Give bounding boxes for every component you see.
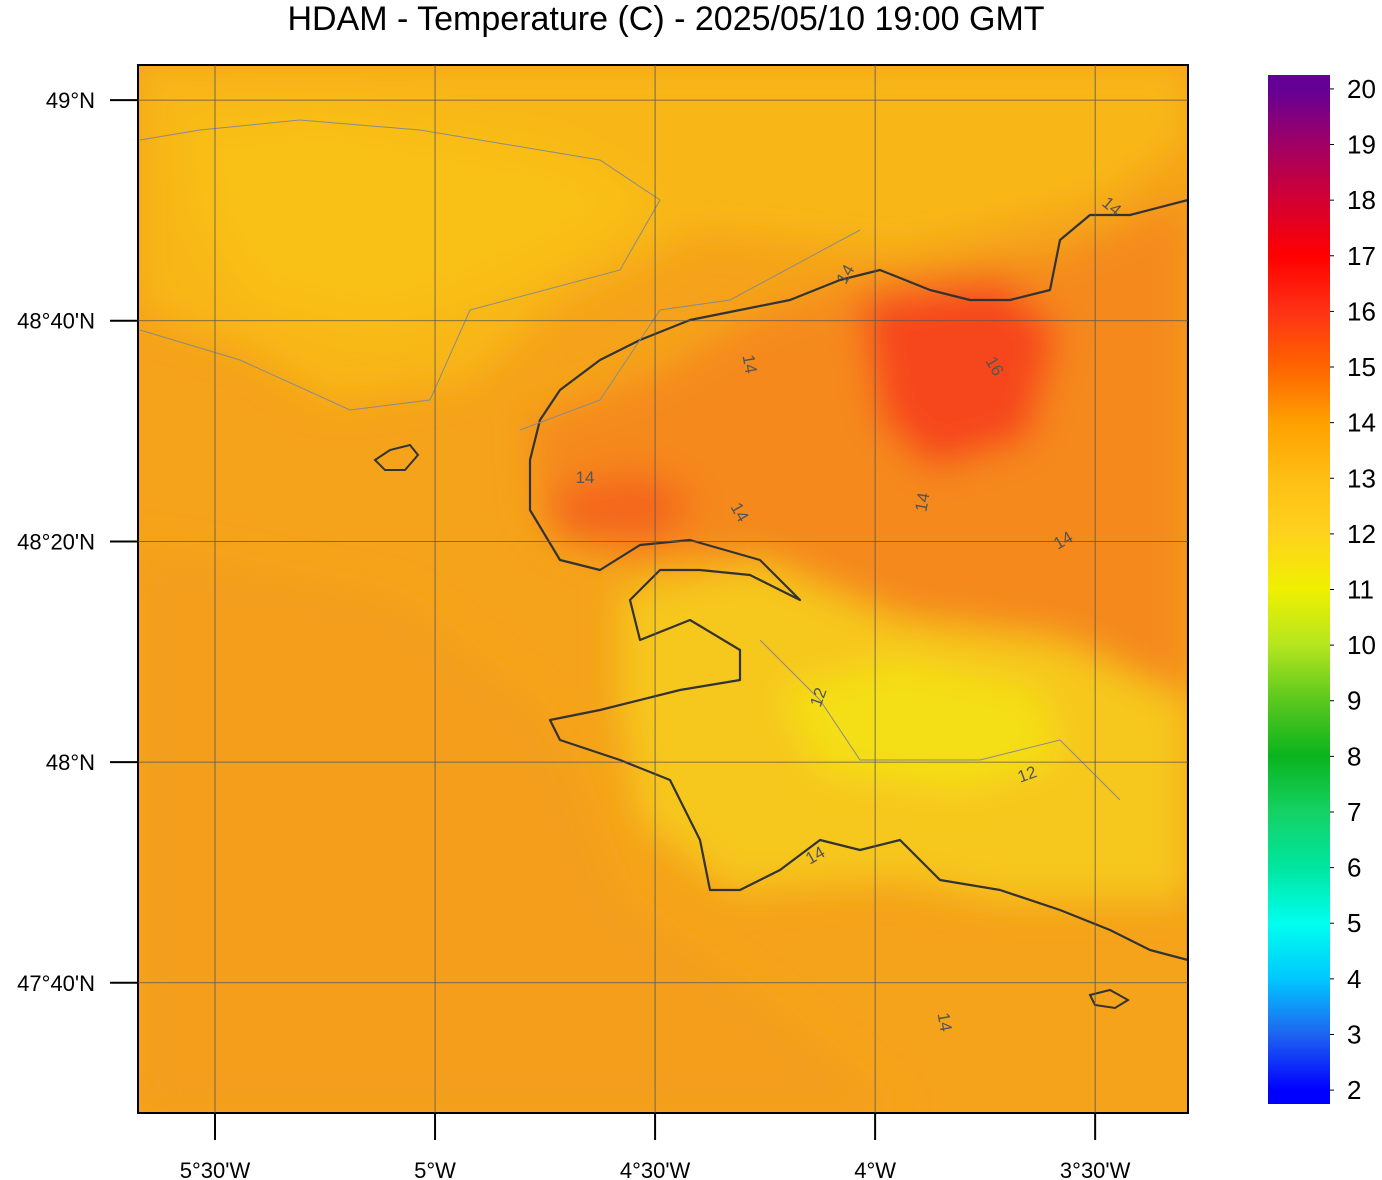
colorbar-tick-label: 11	[1347, 575, 1374, 605]
y-tick-label: 49°N	[46, 88, 95, 113]
temperature-field	[138, 65, 1188, 1113]
colorbar-tick-label: 15	[1347, 352, 1376, 382]
island	[1088, 988, 1130, 1010]
colorbar-tick-label: 4	[1347, 964, 1361, 994]
colorbar-tick-label: 5	[1347, 908, 1361, 938]
colorbar-tick-label: 17	[1347, 241, 1376, 271]
title: HDAM - Temperature (C) - 2025/05/10 19:0…	[287, 0, 1044, 38]
x-tick-label: 5°30'W	[180, 1158, 251, 1180]
contour-label: 14	[911, 491, 933, 513]
colorbar-tick-label: 10	[1347, 630, 1376, 660]
colorbar-tick-label: 12	[1347, 519, 1376, 549]
colorbar-tick-label: 20	[1347, 74, 1376, 104]
colorbar-tick-label: 8	[1347, 741, 1361, 771]
contour-line	[519, 229, 861, 431]
contour-line	[759, 639, 1121, 801]
y-tick-label: 47°40'N	[17, 971, 95, 996]
y-tick-label: 48°40'N	[17, 309, 95, 334]
contour-label: 14	[576, 468, 595, 487]
colorbar-tick-label: 6	[1347, 853, 1361, 883]
x-tick-label: 4°W	[854, 1158, 896, 1180]
colorbar-tick-label: 2	[1347, 1075, 1361, 1105]
y-tick-label: 48°N	[46, 750, 95, 775]
colorbar-tick-label: 3	[1347, 1019, 1361, 1049]
coastline	[528, 198, 1188, 962]
colorbar-tick-label: 9	[1347, 686, 1361, 716]
x-tick-label: 3°30'W	[1060, 1158, 1131, 1180]
contour-line	[139, 119, 661, 411]
colorbar-tick-label: 14	[1347, 408, 1376, 438]
y-tick-label: 48°20'N	[17, 529, 95, 554]
contour-label: 14	[739, 353, 761, 375]
contour-label: 14	[934, 1011, 956, 1033]
colorbar-tick-label: 16	[1347, 296, 1376, 326]
colorbar-tick-label: 7	[1347, 797, 1361, 827]
x-tick-label: 5°W	[414, 1158, 456, 1180]
island	[373, 443, 420, 471]
x-tick-label: 4°30'W	[620, 1158, 691, 1180]
colorbar-tick-label: 18	[1347, 185, 1376, 215]
map-frame	[137, 64, 1189, 1114]
colorbar	[1268, 75, 1330, 1104]
colorbar-tick-label: 13	[1347, 463, 1376, 493]
colorbar-tick-label: 19	[1347, 130, 1376, 160]
